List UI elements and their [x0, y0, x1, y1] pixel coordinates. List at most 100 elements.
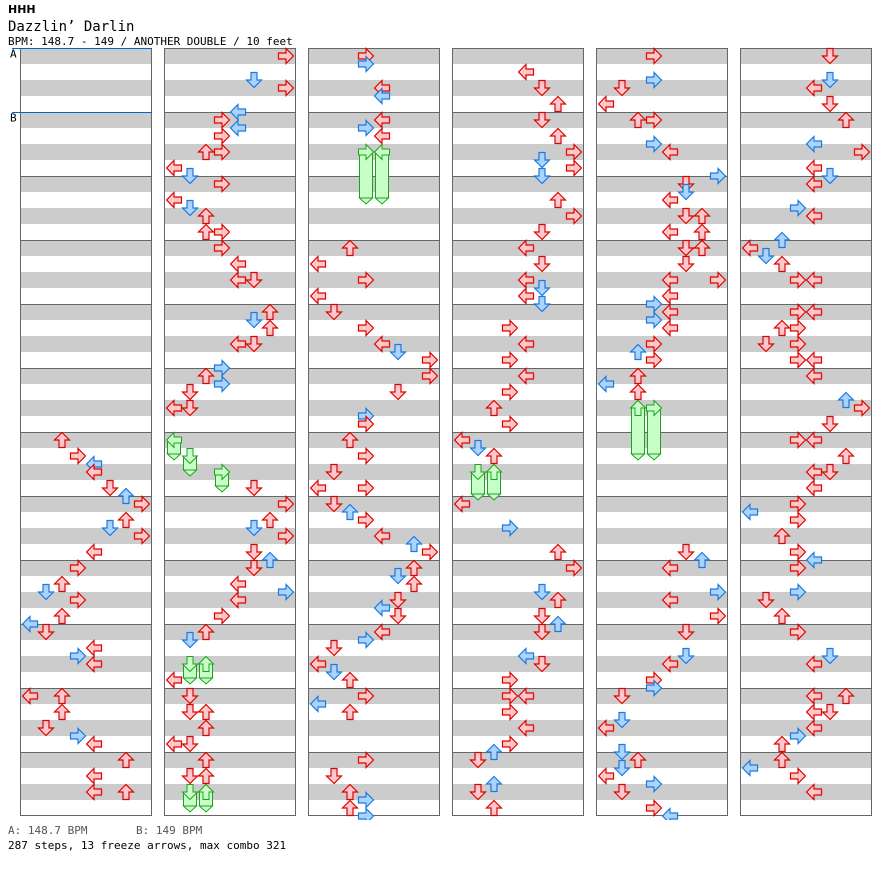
beat-stripe: [308, 288, 440, 304]
arrow-up-icon: [341, 503, 359, 521]
arrow-down-icon: [677, 183, 695, 201]
arrow-right-icon: [69, 647, 87, 665]
arrow-left-icon: [805, 303, 823, 321]
beat-stripe: [20, 752, 152, 768]
arrow-right-icon: [357, 415, 375, 433]
arrow-left-icon: [805, 367, 823, 385]
arrow-down-icon: [533, 583, 551, 601]
beat-stripe: [20, 624, 152, 640]
freeze-arrow-down-icon: [181, 448, 199, 465]
arrow-up-icon: [837, 111, 855, 129]
arrow-up-icon: [773, 607, 791, 625]
arrow-down-icon: [389, 383, 407, 401]
arrow-up-icon: [197, 367, 215, 385]
arrow-left-icon: [805, 351, 823, 369]
arrow-left-icon: [661, 319, 679, 337]
arrow-up-icon: [549, 95, 567, 113]
beat-stripe: [740, 288, 872, 304]
beat-stripe: [20, 352, 152, 368]
beat-stripe: [308, 256, 440, 272]
arrow-up-icon: [197, 623, 215, 641]
arrow-right-icon: [357, 479, 375, 497]
beat-stripe: [164, 496, 296, 512]
beat-stripe: [164, 368, 296, 384]
freeze-arrow-down-icon: [181, 784, 199, 801]
arrow-up-icon: [53, 703, 71, 721]
arrow-up-icon: [773, 255, 791, 273]
arrow-right-icon: [421, 351, 439, 369]
arrow-up-icon: [485, 799, 503, 817]
arrow-right-icon: [501, 383, 519, 401]
arrow-right-icon: [501, 519, 519, 537]
beat-stripe: [308, 672, 440, 688]
arrow-down-icon: [757, 247, 775, 265]
beat-stripe: [452, 784, 584, 800]
arrow-left-icon: [517, 287, 535, 305]
beat-stripe: [164, 544, 296, 560]
arrow-up-icon: [549, 543, 567, 561]
arrow-right-icon: [501, 687, 519, 705]
arrow-left-icon: [741, 239, 759, 257]
arrow-right-icon: [69, 559, 87, 577]
beat-stripe: [740, 128, 872, 144]
arrow-up-icon: [53, 687, 71, 705]
beat-stripe: [20, 144, 152, 160]
arrow-down-icon: [389, 607, 407, 625]
arrow-left-icon: [661, 591, 679, 609]
chart-block: [164, 47, 296, 816]
beat-stripe: [20, 496, 152, 512]
arrow-right-icon: [213, 239, 231, 257]
arrow-up-icon: [485, 775, 503, 793]
chart-block: [308, 47, 440, 820]
arrow-right-icon: [357, 631, 375, 649]
arrow-right-icon: [357, 319, 375, 337]
arrow-down-icon: [613, 743, 631, 761]
beat-stripe: [452, 256, 584, 272]
arrow-left-icon: [229, 591, 247, 609]
arrow-left-icon: [229, 103, 247, 121]
arrow-up-icon: [549, 591, 567, 609]
arrow-down-icon: [469, 439, 487, 457]
arrow-up-icon: [773, 319, 791, 337]
arrow-down-icon: [245, 559, 263, 577]
beat-stripe: [20, 64, 152, 80]
beat-stripe: [20, 256, 152, 272]
beat-stripe: [20, 608, 152, 624]
arrow-up-icon: [197, 719, 215, 737]
arrow-left-icon: [741, 503, 759, 521]
beat-stripe: [20, 224, 152, 240]
bpm-marker-label: A: [10, 48, 17, 61]
arrow-up-icon: [197, 767, 215, 785]
beat-stripe: [740, 672, 872, 688]
beat-stripe: [452, 608, 584, 624]
beat-stripe: [308, 720, 440, 736]
arrow-up-icon: [261, 319, 279, 337]
beat-stripe: [20, 384, 152, 400]
arrow-down-icon: [533, 607, 551, 625]
arrow-left-icon: [805, 687, 823, 705]
beat-stripe: [308, 800, 440, 816]
arrow-left-icon: [309, 695, 327, 713]
arrow-right-icon: [357, 55, 375, 73]
arrow-down-icon: [245, 479, 263, 497]
beat-stripe: [308, 544, 440, 560]
arrow-left-icon: [373, 599, 391, 617]
arrow-left-icon: [85, 463, 103, 481]
beat-stripe: [20, 704, 152, 720]
beat-stripe: [596, 96, 728, 112]
arrow-right-icon: [645, 71, 663, 89]
arrow-right-icon: [357, 271, 375, 289]
beat-stripe: [596, 256, 728, 272]
arrow-left-icon: [661, 303, 679, 321]
beat-stripe: [740, 48, 872, 64]
arrow-down-icon: [821, 703, 839, 721]
beat-stripe: [596, 496, 728, 512]
arrow-right-icon: [357, 751, 375, 769]
arrow-left-icon: [517, 687, 535, 705]
beat-stripe: [740, 384, 872, 400]
arrow-left-icon: [229, 255, 247, 273]
arrow-right-icon: [789, 623, 807, 641]
arrow-left-icon: [85, 735, 103, 753]
arrow-right-icon: [213, 359, 231, 377]
beat-stripe: [452, 640, 584, 656]
